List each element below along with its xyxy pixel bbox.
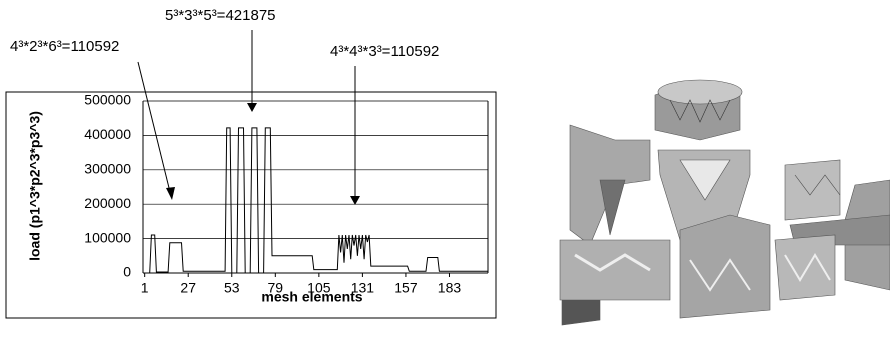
arrowhead (247, 103, 257, 112)
x-tick-label: 1 (141, 280, 149, 296)
y-tick-label: 200000 (84, 195, 131, 211)
y-tick-label: 100000 (84, 229, 131, 245)
annotation: 4³*4³*3³=110592 (330, 43, 439, 60)
arrowhead (350, 196, 360, 205)
data-line (145, 128, 488, 273)
mesh-illustration (560, 80, 890, 325)
x-tick-label: 183 (438, 280, 462, 296)
x-tick-label: 131 (351, 280, 375, 296)
y-tick-label: 0 (123, 264, 131, 280)
y-tick-label: 500000 (84, 92, 131, 108)
page: {"chart_data": {"type": "line", "annotat… (0, 0, 890, 337)
y-tick-label: 300000 (84, 161, 131, 177)
y-axis-label: load (p1^3*p2^3*p3^3) (27, 111, 43, 261)
x-tick-label: 53 (224, 280, 240, 296)
figure: 4³*2³*6³=110592 5³*3³*5³=421875 4³*4³*3³… (0, 0, 890, 332)
annotation: 4³*2³*6³=110592 (10, 38, 119, 55)
x-tick-label: 27 (180, 280, 196, 296)
y-tick-label: 400000 (84, 126, 131, 142)
x-tick-label: 157 (394, 280, 418, 296)
arrowhead (166, 187, 175, 200)
x-tick-label: 105 (307, 280, 331, 296)
x-tick-label: 79 (268, 280, 284, 296)
annotation: 5³*3³*5³=421875 (165, 7, 276, 24)
